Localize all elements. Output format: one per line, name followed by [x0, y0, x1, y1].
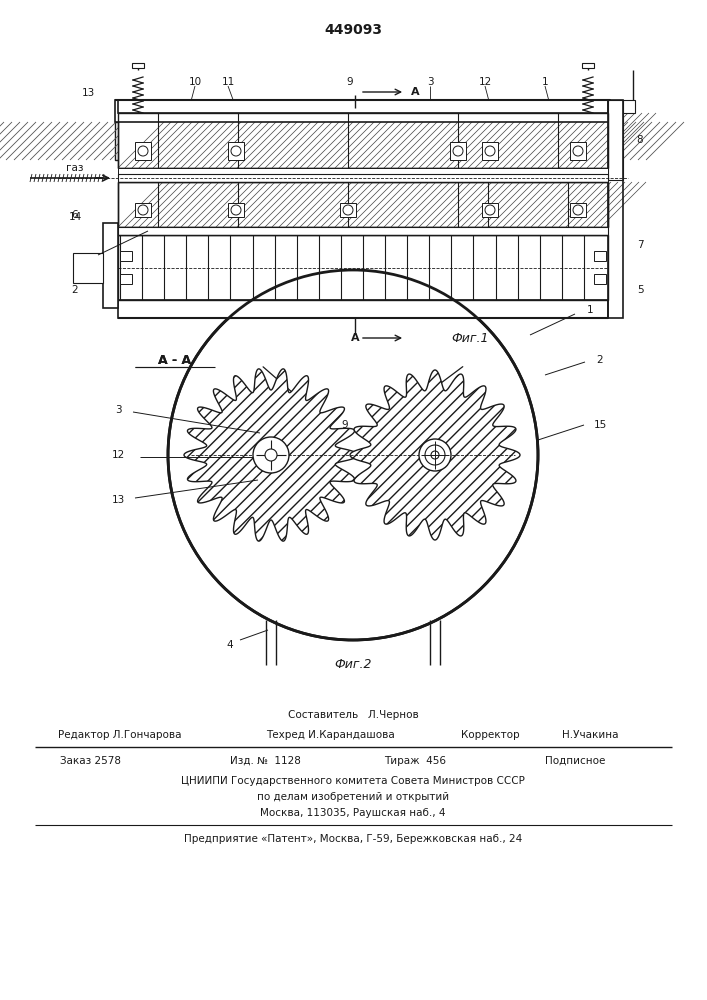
Text: 13: 13 [112, 495, 124, 505]
Circle shape [231, 205, 241, 215]
Bar [118, 174, 608, 182]
Bar [118, 113, 608, 168]
Text: 7: 7 [637, 240, 643, 250]
Text: 9: 9 [341, 420, 349, 430]
Circle shape [419, 439, 451, 471]
Bar [118, 100, 608, 113]
Circle shape [425, 445, 445, 465]
Text: 12: 12 [479, 77, 491, 87]
Text: Н.Учакина: Н.Учакина [562, 730, 618, 740]
Text: 2: 2 [71, 285, 78, 295]
Text: Фиг.2: Фиг.2 [334, 658, 372, 672]
Text: Подписное: Подписное [545, 756, 605, 766]
Text: Редактор Л.Гончарова: Редактор Л.Гончарова [58, 730, 182, 740]
Bar [115, 122, 610, 160]
Bar [118, 300, 608, 318]
Bar [582, 63, 594, 68]
Text: 9: 9 [346, 77, 354, 87]
Bar [594, 251, 606, 261]
Text: Составитель   Л.Чернов: Составитель Л.Чернов [288, 710, 419, 720]
Polygon shape [184, 369, 358, 541]
Text: 6: 6 [71, 210, 78, 220]
Bar [340, 203, 356, 217]
Ellipse shape [168, 270, 538, 640]
Bar [482, 142, 498, 160]
Text: 12: 12 [112, 450, 124, 460]
Text: по делам изобретений и открытий: по делам изобретений и открытий [257, 792, 449, 802]
Text: А - А: А - А [158, 354, 192, 366]
Text: Заказ 2578: Заказ 2578 [59, 756, 120, 766]
Text: 5: 5 [637, 285, 643, 295]
Circle shape [138, 146, 148, 156]
Bar [228, 203, 244, 217]
Circle shape [231, 146, 241, 156]
Text: 3: 3 [427, 77, 433, 87]
Text: 11: 11 [221, 77, 235, 87]
Bar [115, 122, 610, 160]
Bar [118, 235, 608, 300]
Bar [450, 142, 466, 160]
Text: A: A [351, 333, 359, 343]
Bar [132, 63, 144, 68]
Text: 10: 10 [189, 77, 201, 87]
Circle shape [431, 451, 439, 459]
Bar [135, 203, 151, 217]
Text: Предприятие «Патент», Москва, Г-59, Бережковская наб., 24: Предприятие «Патент», Москва, Г-59, Бере… [184, 834, 522, 844]
Bar [570, 203, 586, 217]
Bar [608, 100, 623, 318]
Text: 15: 15 [593, 420, 607, 430]
Bar [570, 142, 586, 160]
Bar [608, 100, 623, 180]
Text: A: A [411, 87, 419, 97]
Text: Изд. №  1128: Изд. № 1128 [230, 756, 300, 766]
Circle shape [253, 437, 289, 473]
Bar [228, 142, 244, 160]
Bar [115, 100, 610, 122]
Circle shape [138, 205, 148, 215]
Text: Москва, 113035, Раушская наб., 4: Москва, 113035, Раушская наб., 4 [260, 808, 445, 818]
Circle shape [453, 146, 463, 156]
Bar [73, 252, 103, 282]
Text: Техред И.Карандашова: Техред И.Карандашова [266, 730, 395, 740]
Text: 4: 4 [227, 640, 233, 650]
Bar [118, 168, 608, 174]
Text: 1: 1 [587, 305, 593, 315]
Circle shape [573, 205, 583, 215]
Bar [623, 100, 635, 113]
Bar [482, 203, 498, 217]
Text: Тираж  456: Тираж 456 [384, 756, 446, 766]
Bar [115, 122, 610, 160]
Text: Фиг.1: Фиг.1 [451, 332, 489, 344]
Text: Корректор: Корректор [461, 730, 520, 740]
Bar [118, 113, 608, 168]
Bar [594, 274, 606, 284]
Circle shape [265, 449, 277, 461]
Bar [120, 274, 132, 284]
Circle shape [485, 146, 495, 156]
Text: 2: 2 [597, 355, 603, 365]
Bar [118, 182, 608, 227]
Bar [135, 142, 151, 160]
Text: 14: 14 [69, 212, 81, 222]
Bar [118, 227, 608, 235]
Bar [118, 182, 608, 227]
Circle shape [573, 146, 583, 156]
Polygon shape [350, 370, 520, 540]
Circle shape [343, 205, 353, 215]
Text: 449093: 449093 [324, 23, 382, 37]
Text: 8: 8 [637, 135, 643, 145]
Text: А - А: А - А [158, 354, 192, 366]
Text: 13: 13 [81, 88, 95, 98]
Text: 1: 1 [542, 77, 549, 87]
Text: газ: газ [66, 163, 83, 173]
Bar [120, 251, 132, 261]
Circle shape [485, 205, 495, 215]
Text: ЦНИИПИ Государственного комитета Совета Министров СССР: ЦНИИПИ Государственного комитета Совета … [181, 776, 525, 786]
Text: 3: 3 [115, 405, 122, 415]
Bar [103, 223, 118, 308]
